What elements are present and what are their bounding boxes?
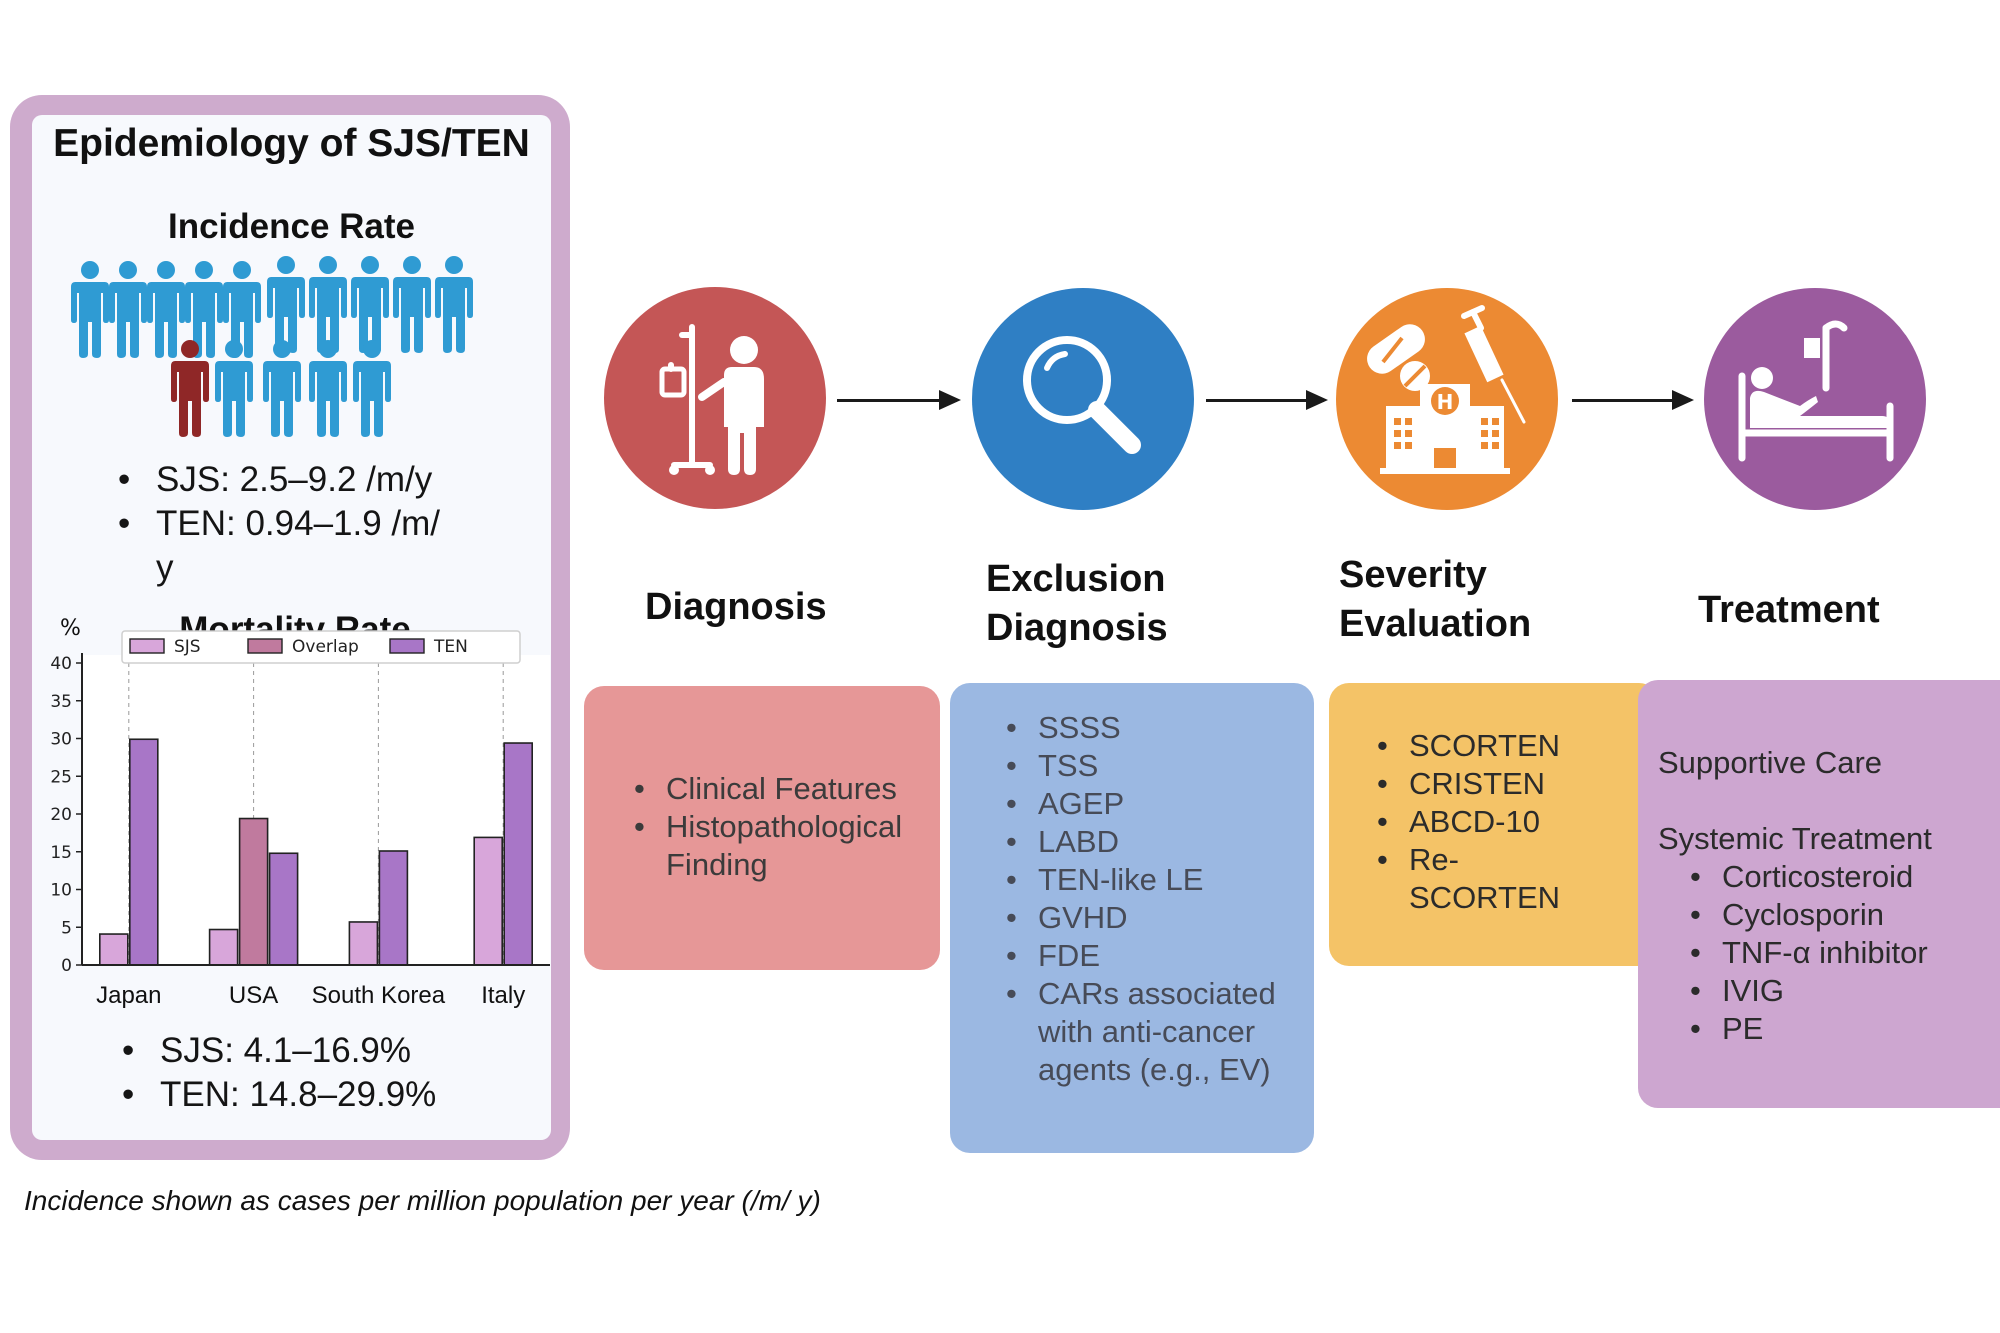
treatment-item: IVIG <box>1684 972 1984 1010</box>
exclusion-title-line1: Exclusion <box>986 558 1166 600</box>
incidence-list: SJS: 2.5–9.2 /m/y TEN: 0.94–1.9 /m/ y <box>108 458 508 590</box>
y-tick-label: 40 <box>50 654 72 674</box>
epidemiology-title: Epidemiology of SJS/TEN <box>53 122 530 165</box>
exclusion-item: AGEP <box>1000 785 1300 823</box>
diagnosis-card: Clinical Features Histopathological Find… <box>584 686 940 970</box>
mortality-ten: TEN: 14.8–29.9% <box>112 1073 532 1117</box>
x-tick-label: Italy <box>481 982 525 1009</box>
exclusion-item: FDE <box>1000 937 1300 975</box>
hospital-bed-icon <box>1738 320 1894 462</box>
treatment-card: Supportive Care Systemic Treatment Corti… <box>1638 680 2000 1108</box>
severity-title-line2: Evaluation <box>1339 603 1532 645</box>
diagnosis-circle <box>604 287 826 509</box>
population-icon-group <box>71 256 473 437</box>
treatment-item: PE <box>1684 1010 1984 1048</box>
person-icons-row1 <box>71 256 473 358</box>
diagnosis-item: Histopathological Finding <box>628 808 928 884</box>
step-title-diagnosis: Diagnosis <box>645 583 827 632</box>
treatment-title: Treatment <box>1698 589 1880 631</box>
bar-sjs-usa <box>208 928 239 966</box>
severity-card: SCORTEN CRISTEN ABCD-10 Re- SCORTEN <box>1329 683 1659 966</box>
hospital-drugs-icon: H <box>1367 305 1526 474</box>
y-tick-label: 30 <box>50 730 72 750</box>
legend-swatch-overlap <box>247 638 283 654</box>
y-tick-label: 10 <box>50 881 72 901</box>
severity-circle: H <box>1336 288 1558 510</box>
severity-item: ABCD-10 <box>1371 803 1571 841</box>
chart-plot-area <box>82 655 550 965</box>
bar-ten-usa <box>268 852 299 966</box>
diagnosis-list: Clinical Features Histopathological Find… <box>628 770 928 884</box>
exclusion-item: GVHD <box>1000 899 1300 937</box>
iv-patient-icon <box>659 324 764 475</box>
bar-ten-italy <box>503 742 534 966</box>
incidence-ten: TEN: 0.94–1.9 /m/ y <box>108 502 456 590</box>
diagnosis-title: Diagnosis <box>645 586 827 628</box>
mortality-sjs: SJS: 4.1–16.9% <box>112 1029 532 1073</box>
x-tick-label: South Korea <box>312 982 446 1009</box>
severity-item: Re- SCORTEN <box>1371 841 1560 917</box>
arrow-2 <box>1206 390 1328 410</box>
diagnosis-item: Clinical Features <box>628 770 928 808</box>
exclusion-item: TSS <box>1000 747 1300 785</box>
bar-sjs-south-korea <box>348 921 379 966</box>
y-tick-label: 0 <box>61 956 72 976</box>
severity-list: SCORTEN CRISTEN ABCD-10 Re- SCORTEN <box>1371 727 1571 917</box>
person-icons-row2 <box>171 340 391 437</box>
y-tick-label: 35 <box>50 692 72 712</box>
treatment-item: Cyclosporin <box>1684 896 1984 934</box>
exclusion-item: TEN-like LE <box>1000 861 1300 899</box>
y-tick-label: 15 <box>50 843 72 863</box>
bar-sjs-japan <box>99 933 129 966</box>
exclusion-title-line2: Diagnosis <box>986 607 1168 649</box>
mortality-chart: % 0 5 10 15 20 25 30 35 40 Japan USA South Korea Ital… <box>50 616 550 1009</box>
step-title-treatment: Treatment <box>1698 586 1880 635</box>
systemic-treatment-heading: Systemic Treatment <box>1658 821 1932 856</box>
exclusion-list: SSSS TSS AGEP LABD TEN-like LE GVHD FDE … <box>1000 709 1300 1089</box>
magnifier-icon <box>1023 336 1141 454</box>
incidence-heading: Incidence Rate <box>167 207 416 246</box>
legend-swatch-ten <box>389 638 425 654</box>
treatment-circle <box>1704 288 1926 510</box>
svg-text:H: H <box>1437 390 1454 414</box>
incidence-sjs: SJS: 2.5–9.2 /m/y <box>108 458 508 502</box>
legend-label-ten: TEN <box>433 637 468 657</box>
severity-item: SCORTEN <box>1371 727 1571 765</box>
y-tick-label: 20 <box>50 805 72 825</box>
treatment-item: Corticosteroid <box>1684 858 1984 896</box>
legend-swatch-sjs <box>129 638 165 654</box>
y-axis-label: % <box>60 616 81 641</box>
bar-ten-japan <box>129 738 159 966</box>
bar-sjs-italy <box>473 836 504 966</box>
treatment-list: Corticosteroid Cyclosporin TNF-α inhibit… <box>1684 858 1984 1048</box>
step-title-severity: Severity Evaluation <box>1339 551 1531 649</box>
arrow-3 <box>1572 390 1694 410</box>
x-tick-label: USA <box>229 982 278 1009</box>
mortality-list: SJS: 4.1–16.9% TEN: 14.8–29.9% <box>112 1029 532 1117</box>
step-title-exclusion: Exclusion Diagnosis <box>986 555 1168 653</box>
severity-item: CRISTEN <box>1371 765 1571 803</box>
exclusion-item: CARs associated with anti-cancer agents … <box>1000 975 1288 1089</box>
bar-ten-south-korea <box>378 850 409 966</box>
arrow-1 <box>837 390 961 410</box>
x-tick-label: Japan <box>96 982 161 1009</box>
y-tick-label: 25 <box>50 767 72 787</box>
exclusion-circle <box>972 288 1194 510</box>
footnote: Incidence shown as cases per million pop… <box>24 1185 821 1216</box>
legend-label-overlap: Overlap <box>292 637 359 657</box>
bar-overlap-usa <box>238 817 269 966</box>
supportive-care-heading: Supportive Care <box>1658 745 1883 780</box>
treatment-item: TNF-α inhibitor <box>1684 934 1984 972</box>
exclusion-item: SSSS <box>1000 709 1300 747</box>
exclusion-card: SSSS TSS AGEP LABD TEN-like LE GVHD FDE … <box>950 683 1314 1153</box>
exclusion-item: LABD <box>1000 823 1300 861</box>
legend-label-sjs: SJS <box>174 637 201 657</box>
y-tick-label: 5 <box>61 918 72 938</box>
severity-title-line1: Severity <box>1339 554 1487 596</box>
